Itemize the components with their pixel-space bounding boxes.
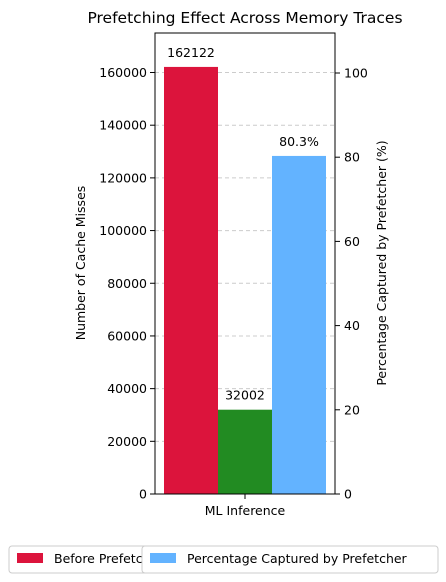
left-tick-label: 40000 [107,381,147,396]
right-tick-label: 80 [344,150,360,165]
y-axis-label-right: Percentage Captured by Prefetcher (%) [374,140,389,385]
left-tick-label: 60000 [107,328,147,343]
bar-value-label: 80.3% [279,134,319,149]
left-tick-label: 120000 [99,170,147,185]
bar-value-label: 32002 [225,388,265,403]
right-tick-label: 60 [344,234,360,249]
left-tick-label: 140000 [99,118,147,133]
x-tick-label: ML Inference [205,503,286,518]
bar-labels: 162122 32002 80.3% [167,45,319,403]
bar-after-prefetching [218,409,272,494]
left-tick-label: 80000 [107,276,147,291]
legend-swatch-percentage [150,553,176,563]
right-tick-label: 100 [344,65,368,80]
left-tick-label: 100000 [99,223,147,238]
legend-label-before: Before Prefetching [54,551,170,566]
y-axis-label-left: Number of Cache Misses [73,186,88,341]
bar-percentage-captured [272,155,326,494]
bar-before-prefetching [164,66,218,495]
legend-label-percentage: Percentage Captured by Prefetcher [187,551,408,566]
left-axis-ticks: 0 20000 40000 60000 80000 100000 120000 140000 1… [99,65,155,502]
right-axis-ticks: 0 20 40 60 80 100 [335,65,368,502]
right-tick-label: 40 [344,318,360,333]
legend: Before Prefetching Percentage Captured b… [8,545,439,574]
right-tick-label: 20 [344,402,360,417]
legend-swatch-before [17,553,43,563]
left-tick-label: 0 [139,487,147,502]
legend-box-2 [141,545,439,574]
x-tick: ML Inference [205,494,286,518]
left-tick-label: 20000 [107,434,147,449]
left-tick-label: 160000 [99,65,147,80]
bar-value-label: 162122 [167,45,215,60]
right-tick-label: 0 [344,487,352,502]
bars [164,66,326,495]
chart-title: Prefetching Effect Across Memory Traces [87,9,402,27]
